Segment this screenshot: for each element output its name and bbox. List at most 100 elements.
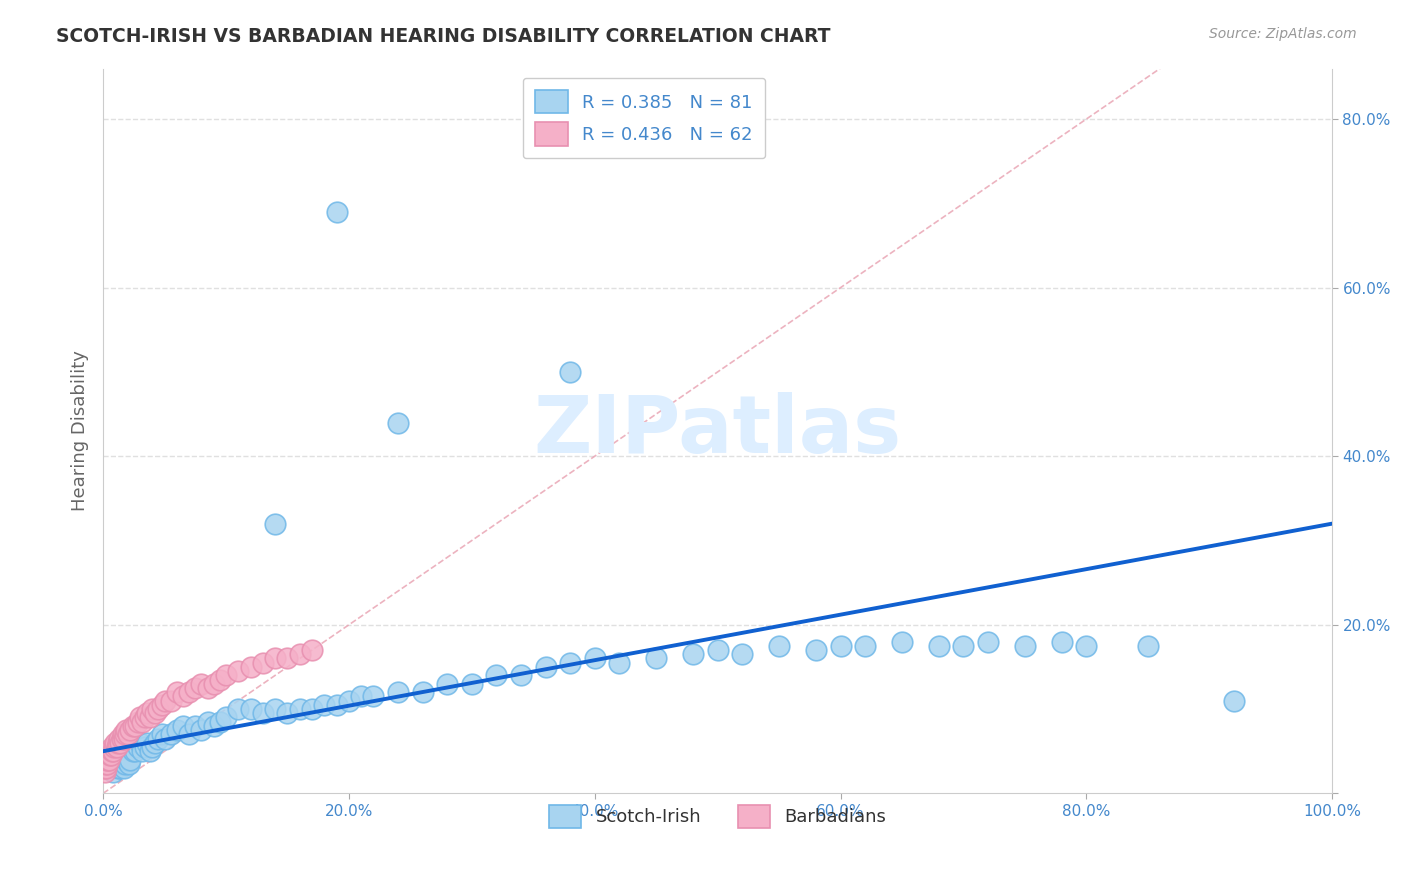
Point <box>129 710 152 724</box>
Point <box>301 643 323 657</box>
Point <box>98 753 121 767</box>
Point <box>108 753 131 767</box>
Point <box>436 677 458 691</box>
Point <box>127 739 149 754</box>
Text: ZIPatlas: ZIPatlas <box>533 392 901 470</box>
Point <box>129 736 152 750</box>
Point <box>325 204 347 219</box>
Point <box>124 719 146 733</box>
Point <box>184 681 207 695</box>
Point <box>115 723 138 738</box>
Point <box>166 723 188 738</box>
Point <box>134 739 156 754</box>
Point <box>510 668 533 682</box>
Point <box>264 516 287 531</box>
Point <box>111 727 134 741</box>
Point <box>96 753 118 767</box>
Point <box>607 656 630 670</box>
Point <box>107 761 129 775</box>
Point <box>1223 693 1246 707</box>
Point <box>136 736 159 750</box>
Point <box>252 656 274 670</box>
Point <box>110 756 132 771</box>
Point <box>110 761 132 775</box>
Point <box>93 765 115 780</box>
Point <box>121 744 143 758</box>
Point <box>94 756 117 771</box>
Point <box>97 753 120 767</box>
Point <box>159 693 181 707</box>
Point <box>172 690 194 704</box>
Point <box>117 727 139 741</box>
Point <box>114 756 136 771</box>
Point <box>120 723 142 738</box>
Point <box>153 693 176 707</box>
Point <box>208 673 231 687</box>
Point <box>485 668 508 682</box>
Point <box>139 744 162 758</box>
Point <box>141 739 163 754</box>
Y-axis label: Hearing Disability: Hearing Disability <box>72 351 89 511</box>
Point <box>100 744 122 758</box>
Point <box>387 416 409 430</box>
Text: SCOTCH-IRISH VS BARBADIAN HEARING DISABILITY CORRELATION CHART: SCOTCH-IRISH VS BARBADIAN HEARING DISABI… <box>56 27 831 45</box>
Point <box>197 681 219 695</box>
Point <box>363 690 385 704</box>
Point <box>100 748 122 763</box>
Point <box>190 677 212 691</box>
Point <box>101 744 124 758</box>
Point <box>314 698 336 712</box>
Point <box>301 702 323 716</box>
Point <box>98 756 121 771</box>
Point <box>148 702 170 716</box>
Point <box>412 685 434 699</box>
Point <box>208 714 231 729</box>
Point <box>101 739 124 754</box>
Point <box>121 719 143 733</box>
Point <box>952 639 974 653</box>
Point <box>150 727 173 741</box>
Point <box>103 753 125 767</box>
Point <box>166 685 188 699</box>
Point <box>118 756 141 771</box>
Point <box>325 698 347 712</box>
Point <box>96 756 118 771</box>
Point <box>131 714 153 729</box>
Point <box>461 677 484 691</box>
Point <box>127 714 149 729</box>
Point <box>558 365 581 379</box>
Point <box>94 761 117 775</box>
Point <box>928 639 950 653</box>
Point <box>136 706 159 721</box>
Point <box>159 727 181 741</box>
Point <box>1136 639 1159 653</box>
Point <box>110 731 132 746</box>
Point <box>104 736 127 750</box>
Point <box>100 761 122 775</box>
Point <box>179 727 201 741</box>
Point <box>534 660 557 674</box>
Point <box>853 639 876 653</box>
Point <box>226 664 249 678</box>
Point <box>110 736 132 750</box>
Point <box>101 765 124 780</box>
Point <box>117 753 139 767</box>
Point <box>252 706 274 721</box>
Point <box>1014 639 1036 653</box>
Point <box>387 685 409 699</box>
Point <box>93 761 115 775</box>
Point <box>288 648 311 662</box>
Point <box>804 643 827 657</box>
Point <box>558 656 581 670</box>
Point <box>276 706 298 721</box>
Point <box>891 634 914 648</box>
Point <box>190 723 212 738</box>
Point <box>276 651 298 665</box>
Point <box>100 744 122 758</box>
Point <box>108 731 131 746</box>
Point <box>93 761 115 775</box>
Point <box>105 739 128 754</box>
Point <box>830 639 852 653</box>
Point <box>153 731 176 746</box>
Point <box>107 736 129 750</box>
